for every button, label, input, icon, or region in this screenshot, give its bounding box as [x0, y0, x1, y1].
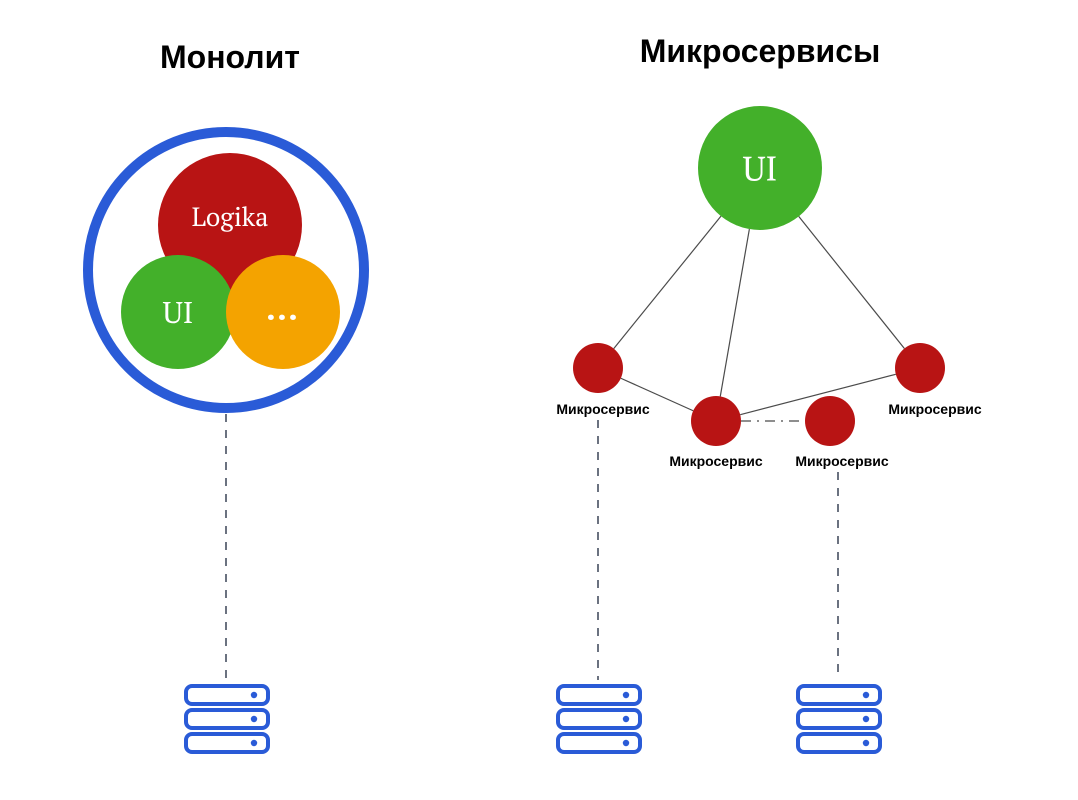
microservice-node-ms2	[691, 396, 741, 446]
server-icon	[186, 686, 268, 752]
title-microservices: Микросервисы	[640, 33, 881, 69]
title-monolith: Монолит	[160, 39, 300, 75]
architecture-diagram: Монолит Микросервисы Logika UI … UI Микросерви…	[0, 0, 1078, 800]
microservice-node-ms4	[895, 343, 945, 393]
microservice-node-ms3	[805, 396, 855, 446]
microservice-label-ms1: Микросервис	[556, 401, 650, 417]
microservice-node-ms1	[573, 343, 623, 393]
microservice-label-ms3: Микросервис	[795, 453, 889, 469]
edge-ui-ms2	[720, 229, 749, 396]
monolith-ui-label: UI	[163, 292, 194, 332]
edge-ui-ms4	[799, 216, 905, 348]
edge-ui-ms1	[614, 216, 721, 348]
server-icon	[558, 686, 640, 752]
microservices-ui-label: UI	[743, 146, 778, 191]
microservice-label-ms2: Микросервис	[669, 453, 763, 469]
microservice-label-ms4: Микросервис	[888, 401, 982, 417]
server-icon	[798, 686, 880, 752]
monolith-etc-label: …	[266, 285, 300, 330]
monolith-logika-label: Logika	[192, 200, 269, 234]
